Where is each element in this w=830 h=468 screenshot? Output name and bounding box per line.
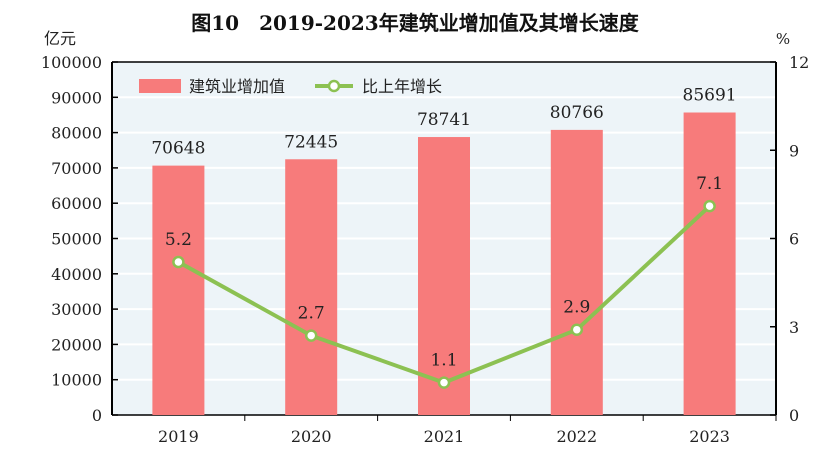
- line-point: [703, 199, 716, 213]
- bar-data-label: 70648: [151, 139, 205, 159]
- legend-line-marker: [327, 79, 341, 93]
- y-left-tick-label: 90000: [51, 88, 102, 107]
- line-point: [172, 255, 185, 269]
- y-left-tick-label: 80000: [51, 124, 102, 143]
- bar: [550, 129, 603, 415]
- bar-data-label: 72445: [284, 132, 338, 152]
- legend-bar-label: 建筑业增加值: [189, 77, 285, 96]
- line-point: [437, 376, 451, 389]
- x-tick-label: 2021: [424, 427, 465, 446]
- line-data-label: 2.9: [563, 298, 590, 318]
- y-right-tick-label: 6: [789, 230, 799, 249]
- x-tick-label: 2023: [689, 427, 730, 446]
- legend-bar-swatch: [139, 79, 181, 93]
- x-tick-label: 2022: [556, 427, 597, 446]
- y-left-tick-label: 60000: [51, 194, 102, 213]
- y-right-tick-label: 9: [789, 141, 799, 160]
- line-data-label: 1.1: [430, 351, 457, 371]
- bar: [152, 165, 205, 415]
- y-left-tick-label: 0: [92, 406, 102, 425]
- x-tick-label: 2019: [158, 427, 199, 446]
- line-point: [570, 323, 584, 336]
- bar-data-label: 85691: [683, 86, 737, 106]
- bar: [418, 137, 470, 416]
- y-right-tick-label: 0: [789, 406, 799, 425]
- y-left-tick-label: 70000: [51, 159, 102, 178]
- y-left-tick-label: 10000: [51, 371, 102, 390]
- y-right-tick-label: 12: [789, 53, 809, 72]
- x-tick-label: 2020: [291, 427, 332, 446]
- y-left-tick-label: 50000: [51, 230, 102, 249]
- legend-line-label: 比上年增长: [362, 77, 442, 96]
- y-left-tick-label: 30000: [51, 300, 102, 319]
- bar: [683, 112, 736, 415]
- bar: [285, 159, 338, 415]
- y-left-tick-label: 40000: [51, 265, 102, 284]
- y-right-tick-label: 3: [789, 318, 799, 337]
- y-right-label: %: [776, 30, 790, 48]
- line-data-label: 2.7: [298, 304, 325, 324]
- line-data-label: 7.1: [696, 174, 723, 194]
- y-left-tick-label: 100000: [41, 53, 102, 72]
- chart-title: 图10 2019-2023年建筑业增加值及其增长速度: [191, 11, 639, 35]
- line-point: [304, 329, 318, 342]
- y-left-label: 亿元: [44, 29, 76, 48]
- line-data-label: 5.2: [165, 230, 192, 250]
- y-left-tick-label: 20000: [51, 335, 102, 354]
- bar-data-label: 78741: [417, 110, 471, 130]
- bar-data-label: 80766: [550, 103, 604, 123]
